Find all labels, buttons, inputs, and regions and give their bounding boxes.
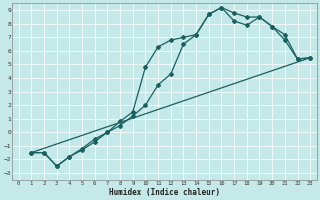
X-axis label: Humidex (Indice chaleur): Humidex (Indice chaleur) [109, 188, 220, 197]
